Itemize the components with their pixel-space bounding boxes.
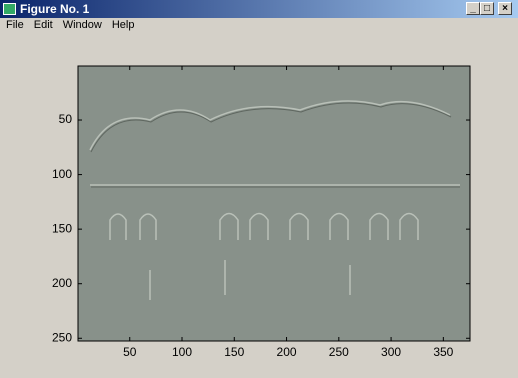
x-tick-label: 350 — [433, 345, 453, 359]
figure-window: Figure No. 1 _ □ × FileEditWindowHelp 50… — [0, 0, 518, 378]
x-tick-label: 50 — [123, 345, 137, 359]
axes: 50 100 150 200 250 300 350 50 100 150 200 250 — [0, 0, 518, 378]
x-tick-label: 300 — [381, 345, 401, 359]
x-tick-label: 250 — [329, 345, 349, 359]
y-tick-label: 100 — [52, 167, 72, 181]
y-tick-label: 50 — [59, 112, 73, 126]
x-tick-label: 100 — [172, 345, 192, 359]
x-tick-label: 200 — [277, 345, 297, 359]
y-tick-label: 200 — [52, 276, 72, 290]
x-tick-label: 150 — [224, 345, 244, 359]
y-tick-label: 150 — [52, 221, 72, 235]
y-tick-label: 250 — [52, 330, 72, 344]
